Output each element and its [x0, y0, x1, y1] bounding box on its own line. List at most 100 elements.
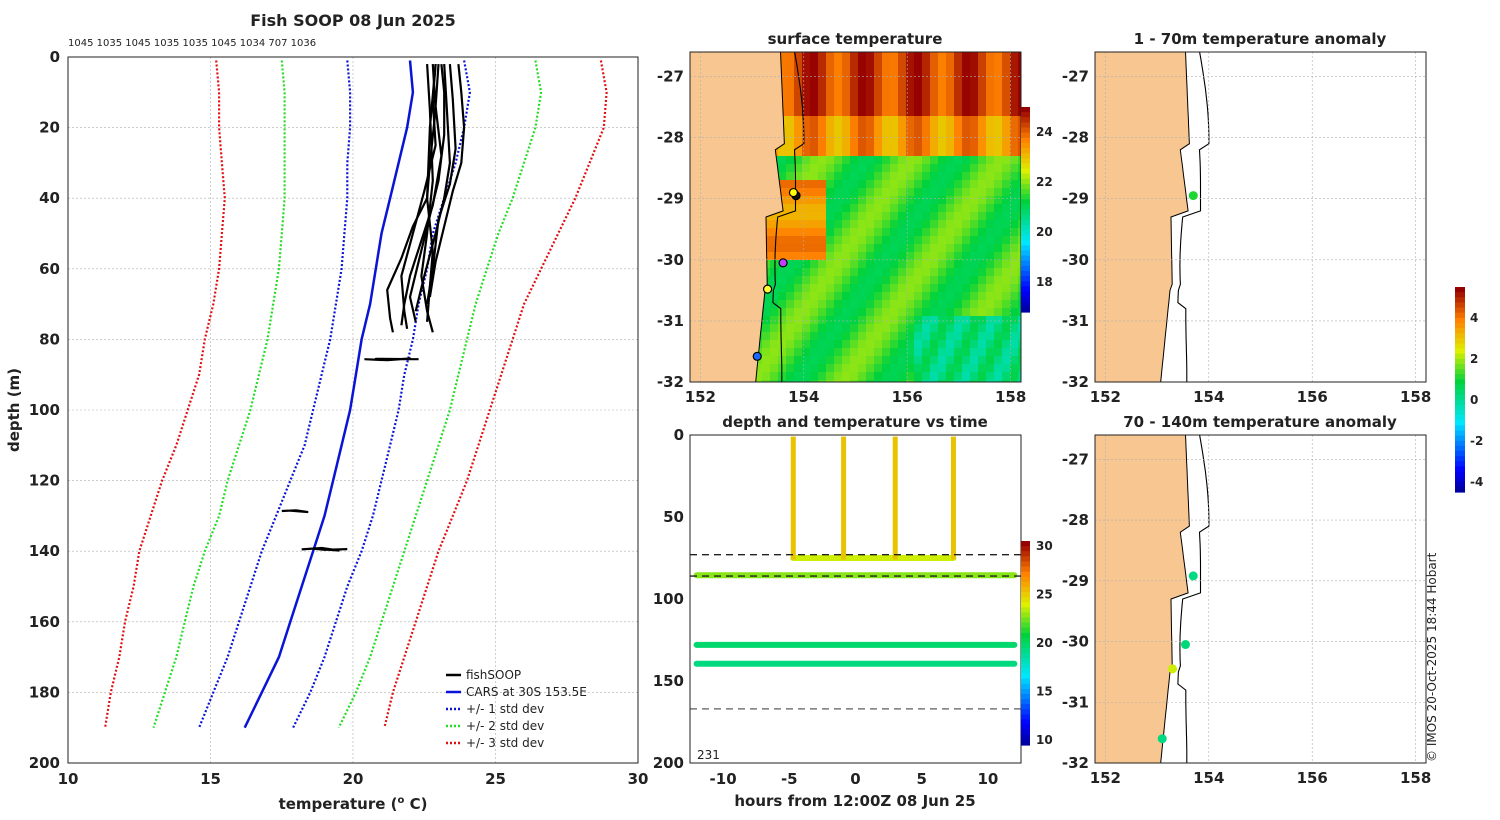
sst-cell	[978, 380, 987, 382]
sst-cell	[794, 300, 803, 309]
sst-cell	[802, 308, 811, 317]
sst-cell	[954, 132, 963, 141]
sst-cell	[882, 68, 891, 77]
sst-cell	[954, 52, 963, 61]
sst-cell	[802, 124, 811, 133]
sst-cell	[850, 252, 859, 261]
anom-shallow-ytick-label: -32	[1062, 373, 1089, 391]
sst-cell	[890, 372, 899, 381]
profile-ids-label: 1045 1035 1045 1035 1035 1045 1034 707 1…	[68, 38, 316, 49]
sst-cell	[938, 52, 947, 61]
sst-cell	[930, 188, 939, 197]
sst-cell	[842, 260, 851, 269]
sst-cell	[954, 148, 963, 157]
sst-cell	[1002, 188, 1011, 197]
dt-annotation: 231	[697, 748, 720, 762]
sst-cell	[930, 92, 939, 101]
sst-cell	[954, 60, 963, 69]
sst-cell	[858, 132, 867, 141]
sst-cell	[938, 148, 947, 157]
sst-cell	[938, 172, 947, 181]
sst-cell	[818, 100, 827, 109]
sst-cell	[954, 292, 963, 301]
sst-cell	[882, 116, 891, 125]
sst-cell	[818, 52, 827, 61]
sst-cell	[810, 372, 819, 381]
sst-cell	[874, 356, 883, 365]
sst-cell	[946, 180, 955, 189]
sst-cell	[826, 220, 835, 229]
sst-cell	[1018, 252, 1021, 261]
sst-cell	[818, 220, 827, 229]
sst-cell	[1010, 108, 1019, 117]
sst-cell	[874, 116, 883, 125]
sst-cell	[858, 252, 867, 261]
sst-cell	[922, 340, 931, 349]
sst-cell	[810, 84, 819, 93]
sst-cell	[946, 268, 955, 277]
sst-cell	[906, 140, 915, 149]
sst-cell	[834, 364, 843, 373]
sst-cell	[898, 332, 907, 341]
sst-cell	[818, 268, 827, 277]
sst-cell	[850, 348, 859, 357]
sst-cell	[898, 204, 907, 213]
sst-cell	[938, 276, 947, 285]
sst-cell	[874, 140, 883, 149]
sst-cell	[994, 228, 1003, 237]
sst-cell	[810, 380, 819, 382]
sst-cell	[786, 68, 795, 77]
sst-cell	[810, 108, 819, 117]
anomaly-colorbar-cell	[1455, 456, 1465, 462]
sst-cell	[994, 84, 1003, 93]
dt-xtick-label: 5	[916, 770, 926, 788]
sst-cell	[946, 164, 955, 173]
sst-cell	[810, 268, 819, 277]
anom-deep-title: 70 - 140m temperature anomaly	[1123, 413, 1397, 431]
sst-cell	[778, 156, 787, 165]
sst-cell	[962, 276, 971, 285]
sst-cell	[754, 372, 763, 381]
dt-colorbar-cell	[1021, 586, 1030, 593]
anomaly-colorbar-cell	[1455, 317, 1465, 324]
sst-cell	[786, 372, 795, 381]
sst-cell	[770, 292, 779, 301]
sst-cell	[850, 68, 859, 77]
sst-cell	[898, 228, 907, 237]
dt-colorbar-cell	[1021, 632, 1030, 639]
sst-cell	[898, 188, 907, 197]
sst-cell	[938, 108, 947, 117]
sst-cell	[978, 364, 987, 373]
sst-cell	[834, 268, 843, 277]
sst-cell	[818, 196, 827, 205]
sst-cell	[794, 228, 803, 237]
profile-axes-box	[67, 56, 639, 764]
anomaly-colorbar-cell	[1455, 476, 1465, 483]
sst-cell	[794, 76, 803, 85]
sst-cell	[834, 92, 843, 101]
sst-cell	[962, 108, 971, 117]
sst-cell	[954, 164, 963, 173]
sst-cell	[850, 340, 859, 349]
sst-cell	[954, 100, 963, 109]
dt-colorbar-cell	[1021, 546, 1030, 552]
sst-cell	[754, 380, 763, 382]
dt-colorbar-cell	[1021, 704, 1030, 710]
dt-colorbar-cell	[1021, 688, 1030, 695]
anom-shallow-panel: 1 - 70m temperature anomaly 152 154 156 158…	[1062, 30, 1431, 406]
sst-cell	[986, 356, 995, 365]
sst-cell	[810, 276, 819, 285]
sst-cell	[906, 284, 915, 293]
profile-xtick-label: 15	[200, 770, 221, 788]
sst-map-panel: surface temperature 152 154 156 158-27-28-2…	[657, 30, 1053, 406]
sst-cell	[842, 340, 851, 349]
sst-cell	[898, 172, 907, 181]
sst-cell	[970, 348, 979, 357]
sst-cell	[882, 92, 891, 101]
sst-cell	[890, 52, 899, 61]
sst-cell	[1002, 324, 1011, 333]
sst-field	[690, 52, 1021, 382]
sst-cell	[850, 196, 859, 205]
sst-cell	[890, 92, 899, 101]
sst-cell	[826, 100, 835, 109]
